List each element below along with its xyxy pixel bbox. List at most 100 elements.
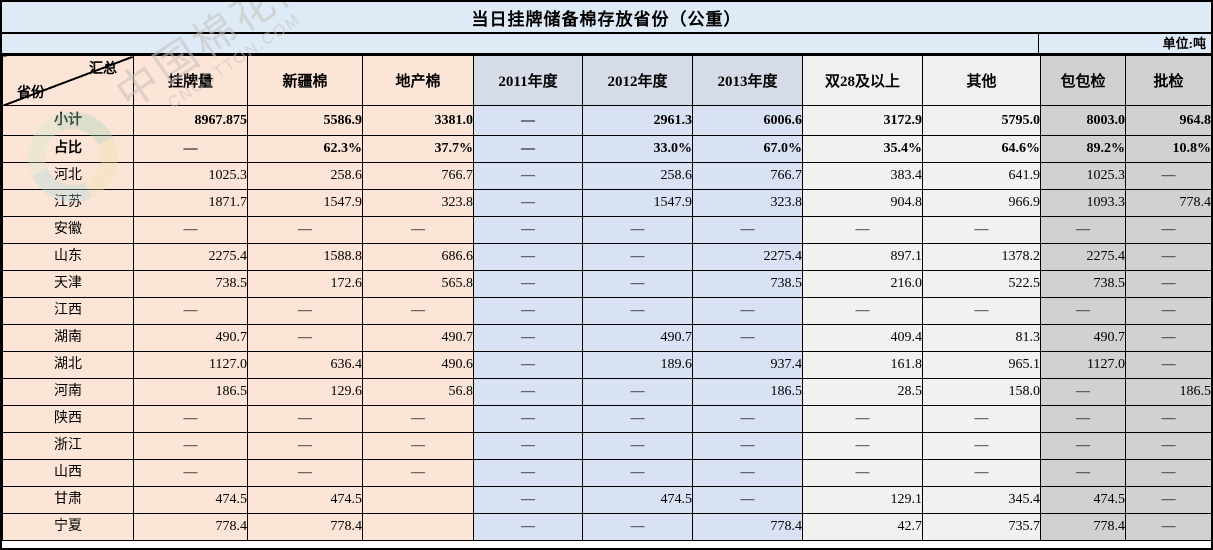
data-cell: — (473, 216, 583, 244)
data-cell: 778.4 (133, 513, 248, 541)
data-cell: 766.7 (362, 162, 474, 190)
data-cell: — (1125, 432, 1211, 460)
data-cell: 686.6 (362, 243, 474, 271)
data-cell: — (922, 216, 1041, 244)
data-cell: — (922, 459, 1041, 487)
data-table: 汇总 省份 挂牌量 新疆棉 地产棉 2011年度 2012年度 2013年度 双28及以上其… (2, 55, 1211, 541)
data-cell: 778.4 (247, 513, 363, 541)
data-cell: — (1040, 432, 1126, 460)
data-cell: — (1125, 459, 1211, 487)
data-cell: 35.4% (802, 135, 923, 163)
data-cell: — (1125, 324, 1211, 352)
row-label: 河南 (2, 378, 134, 406)
data-cell (362, 513, 474, 541)
unit-label: 单位:吨 (1162, 36, 1206, 51)
row-label: 河北 (2, 162, 134, 190)
table-row: 河北 1025.3 258.6 766.7—258.6 766.7 383.4 641.9 1… (2, 162, 1211, 190)
data-cell: — (582, 459, 693, 487)
column-header: 其他 (922, 55, 1041, 106)
data-cell: — (362, 459, 474, 487)
data-cell: 5586.9 (247, 105, 363, 136)
column-header: 地产棉 (362, 55, 474, 106)
table-row: 河南 186.5 129.6 56.8— —186.5 28.5 158.0—186.5 (2, 378, 1211, 406)
data-cell: 738.5 (133, 270, 248, 298)
column-header: 2011年度 (473, 55, 583, 106)
data-cell: 1093.3 (1040, 189, 1126, 217)
data-cell: 81.3 (922, 324, 1041, 352)
corner-header-bottom: 省份 (17, 86, 45, 101)
data-cell: — (362, 432, 474, 460)
data-cell: — (247, 459, 363, 487)
data-cell: — (802, 216, 923, 244)
row-label: 小计 (2, 105, 134, 136)
column-header: 包包检 (1040, 55, 1126, 106)
table-row: 山东 2275.4 1588.8 686.6— —2275.4 897.1 1378.2 22… (2, 243, 1211, 271)
data-cell: — (802, 405, 923, 433)
row-label: 江苏 (2, 189, 134, 217)
data-cell: 161.8 (802, 351, 923, 379)
data-cell: 33.0% (582, 135, 693, 163)
data-cell: 2275.4 (133, 243, 248, 271)
data-cell: — (1040, 459, 1126, 487)
data-cell: 2961.3 (582, 105, 693, 136)
table-row: 天津 738.5 172.6 565.8— —738.5 216.0 522.5 738.5— (2, 270, 1211, 298)
data-cell: 2275.4 (1040, 243, 1126, 271)
data-cell: 409.4 (802, 324, 923, 352)
data-cell: 2275.4 (692, 243, 803, 271)
table-row: 占比 —62.3% 37.7% —33.0% 67.0% 35.4% 64.6% 89.2% 1… (2, 135, 1211, 163)
data-cell: — (473, 135, 583, 163)
data-cell: 897.1 (802, 243, 923, 271)
data-cell: 1127.0 (133, 351, 248, 379)
data-cell: 1588.8 (247, 243, 363, 271)
data-cell: 964.8 (1125, 105, 1211, 136)
data-cell: 966.9 (922, 189, 1041, 217)
data-cell: — (692, 216, 803, 244)
data-cell: — (473, 243, 583, 271)
data-cell: — (133, 216, 248, 244)
data-cell: — (247, 432, 363, 460)
data-cell: 965.1 (922, 351, 1041, 379)
data-cell: — (582, 378, 693, 406)
data-cell: — (247, 324, 363, 352)
row-label: 天津 (2, 270, 134, 298)
data-cell: 490.7 (1040, 324, 1126, 352)
data-cell: — (692, 459, 803, 487)
column-header: 批检 (1125, 55, 1211, 106)
data-cell: 323.8 (362, 189, 474, 217)
data-cell: — (692, 486, 803, 514)
column-header: 双28及以上 (802, 55, 923, 106)
data-cell: 490.6 (362, 351, 474, 379)
data-cell: 474.5 (1040, 486, 1126, 514)
data-cell: — (1040, 297, 1126, 325)
data-cell: 89.2% (1040, 135, 1126, 163)
data-cell: — (1125, 297, 1211, 325)
data-cell: 186.5 (692, 378, 803, 406)
data-cell: 1127.0 (1040, 351, 1126, 379)
data-cell: — (802, 297, 923, 325)
row-label: 安徽 (2, 216, 134, 244)
data-cell: 56.8 (362, 378, 474, 406)
data-cell: 565.8 (362, 270, 474, 298)
data-cell: 738.5 (1040, 270, 1126, 298)
header-row: 汇总 省份 挂牌量 新疆棉 地产棉 2011年度 2012年度 2013年度 双28及以上其… (2, 55, 1211, 106)
data-cell: — (362, 297, 474, 325)
data-cell: 258.6 (582, 162, 693, 190)
data-cell: — (1125, 486, 1211, 514)
data-cell: — (1040, 405, 1126, 433)
data-cell: — (473, 297, 583, 325)
data-cell: — (1125, 270, 1211, 298)
table-row: 小计 8967.875 5586.9 3381.0—2961.3 6006.6 3172.… (2, 105, 1211, 136)
data-cell: — (473, 378, 583, 406)
data-cell: 1547.9 (247, 189, 363, 217)
column-header: 2013年度 (692, 55, 803, 106)
data-cell: 474.5 (247, 486, 363, 514)
data-cell: — (922, 432, 1041, 460)
data-cell: — (1125, 162, 1211, 190)
row-label: 甘肃 (2, 486, 134, 514)
data-cell: — (922, 297, 1041, 325)
data-cell: — (247, 297, 363, 325)
data-cell: 738.5 (692, 270, 803, 298)
data-cell: — (473, 105, 583, 136)
data-cell: 67.0% (692, 135, 803, 163)
unit-row: 单位:吨 (2, 34, 1211, 55)
